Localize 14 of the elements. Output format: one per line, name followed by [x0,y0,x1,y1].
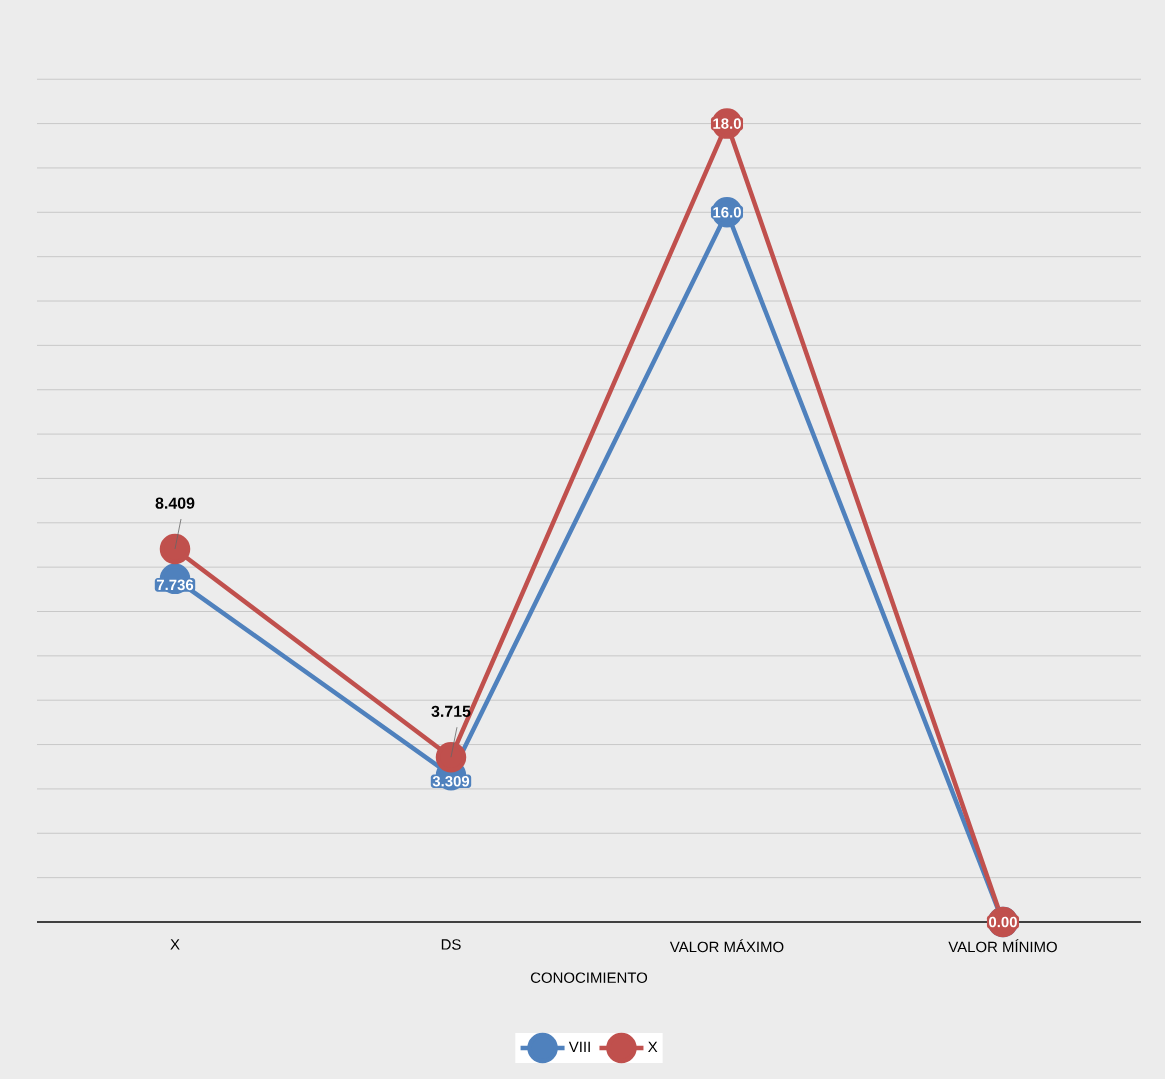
point [435,741,467,773]
data-label: 3.309 [432,775,470,787]
x-tick-label: DS [441,939,461,950]
data-label: 7.736 [156,579,194,591]
legend-label: VIII [568,1041,590,1053]
x-tick-label: X [170,939,180,950]
legend-label: X [648,1041,658,1053]
x-axis-title: CONOCIMIENTO [530,972,648,984]
point [159,533,191,565]
data-label: 8.409 [155,497,195,509]
data-label: 18.0 [713,118,741,129]
x-tick-label: VALOR MÍNIMO [948,939,1057,953]
data-label: 16.0 [713,207,741,218]
x-tick-label: VALOR MÁXIMO [669,939,784,953]
